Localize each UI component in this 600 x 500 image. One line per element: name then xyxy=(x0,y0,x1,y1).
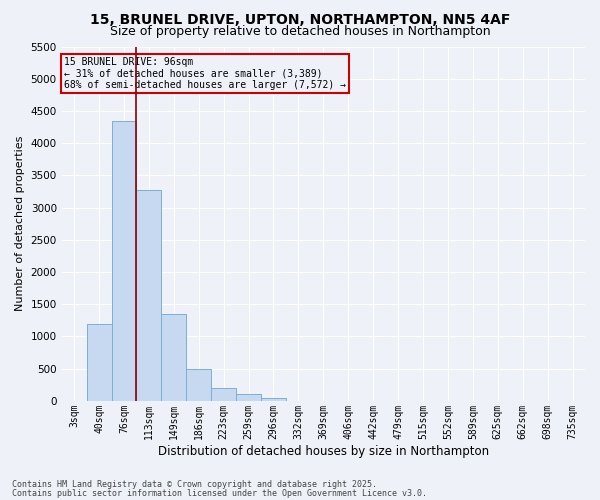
Text: Contains HM Land Registry data © Crown copyright and database right 2025.: Contains HM Land Registry data © Crown c… xyxy=(12,480,377,489)
Bar xyxy=(236,394,261,401)
Bar xyxy=(261,398,286,401)
X-axis label: Distribution of detached houses by size in Northampton: Distribution of detached houses by size … xyxy=(158,444,489,458)
Bar xyxy=(161,314,186,401)
Text: 15 BRUNEL DRIVE: 96sqm
← 31% of detached houses are smaller (3,389)
68% of semi-: 15 BRUNEL DRIVE: 96sqm ← 31% of detached… xyxy=(64,57,346,90)
Y-axis label: Number of detached properties: Number of detached properties xyxy=(15,136,25,312)
Bar xyxy=(86,324,112,401)
Text: Contains public sector information licensed under the Open Government Licence v3: Contains public sector information licen… xyxy=(12,490,427,498)
Bar xyxy=(211,388,236,401)
Bar xyxy=(136,190,161,401)
Text: 15, BRUNEL DRIVE, UPTON, NORTHAMPTON, NN5 4AF: 15, BRUNEL DRIVE, UPTON, NORTHAMPTON, NN… xyxy=(90,12,510,26)
Text: Size of property relative to detached houses in Northampton: Size of property relative to detached ho… xyxy=(110,25,490,38)
Bar xyxy=(186,368,211,401)
Bar xyxy=(112,120,136,401)
